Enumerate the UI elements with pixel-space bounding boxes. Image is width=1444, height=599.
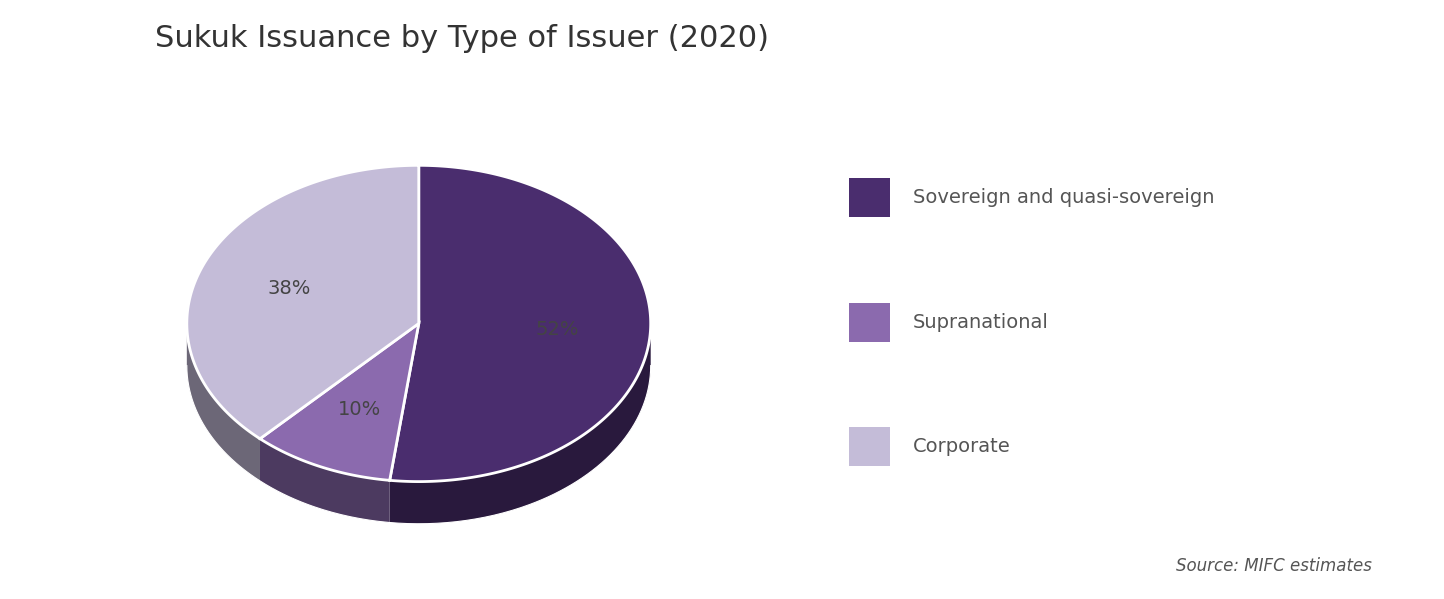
Bar — [849, 178, 890, 217]
Text: 52%: 52% — [536, 320, 579, 339]
Text: 10%: 10% — [338, 400, 381, 419]
Polygon shape — [186, 324, 260, 481]
Text: Sukuk Issuance by Type of Issuer (2020): Sukuk Issuance by Type of Issuer (2020) — [155, 24, 770, 53]
Text: Source: MIFC estimates: Source: MIFC estimates — [1175, 557, 1372, 575]
Polygon shape — [260, 438, 390, 522]
Polygon shape — [186, 165, 419, 438]
Text: Sovereign and quasi-sovereign: Sovereign and quasi-sovereign — [913, 188, 1214, 207]
Polygon shape — [260, 323, 419, 480]
Polygon shape — [390, 165, 651, 482]
Bar — [849, 303, 890, 341]
Text: 38%: 38% — [267, 279, 310, 298]
Bar — [849, 428, 890, 466]
Text: Supranational: Supranational — [913, 313, 1048, 332]
Text: Corporate: Corporate — [913, 437, 1011, 456]
Polygon shape — [390, 323, 651, 524]
